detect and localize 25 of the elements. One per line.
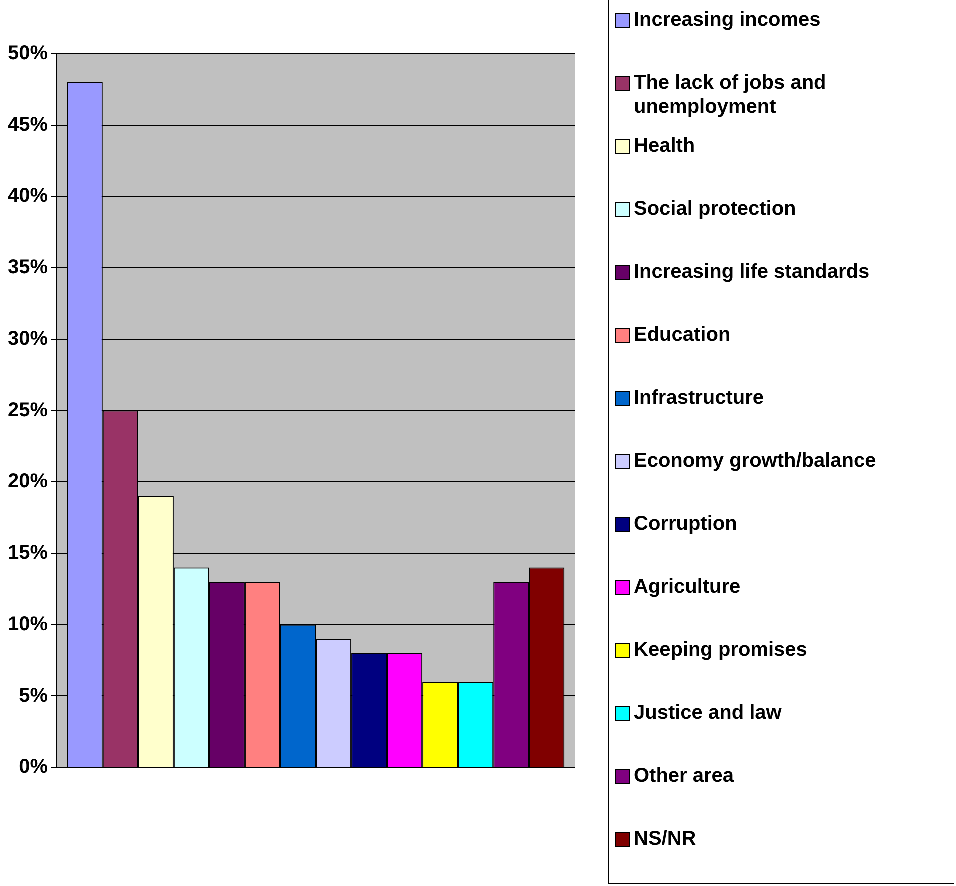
y-tick-label: 45% — [8, 114, 48, 136]
legend-label: Keeping promises — [634, 638, 808, 662]
legend-label: Corruption — [634, 512, 738, 536]
legend-label: Increasing incomes — [634, 8, 821, 32]
y-tick-label: 35% — [8, 256, 48, 279]
legend-label: Agriculture — [634, 575, 741, 599]
legend-label: Economy growth/balance — [634, 449, 876, 473]
y-tick-label: 25% — [8, 399, 48, 422]
y-tick-label: 20% — [8, 470, 48, 493]
y-tick-label: 10% — [8, 613, 48, 636]
legend-label: Social protection — [634, 197, 796, 221]
legend-label: Justice and law — [634, 701, 782, 725]
legend-label: NS/NR — [634, 827, 696, 851]
y-tick-label: 30% — [8, 328, 48, 350]
legend-label: The lack of jobs and unemployment — [634, 71, 828, 119]
legend-label: Health — [634, 134, 696, 158]
legend-label: Other area — [634, 764, 734, 788]
legend-label: Infrastructure — [634, 386, 764, 410]
legend-label: Education — [634, 323, 731, 347]
y-tick-label: 0% — [19, 756, 48, 778]
y-tick-label: 5% — [19, 684, 48, 707]
y-tick-label: 15% — [8, 542, 48, 564]
y-tick-label: 50% — [8, 42, 48, 65]
y-tick-label: 40% — [8, 185, 48, 208]
legend-label: Increasing life standards — [634, 260, 870, 284]
